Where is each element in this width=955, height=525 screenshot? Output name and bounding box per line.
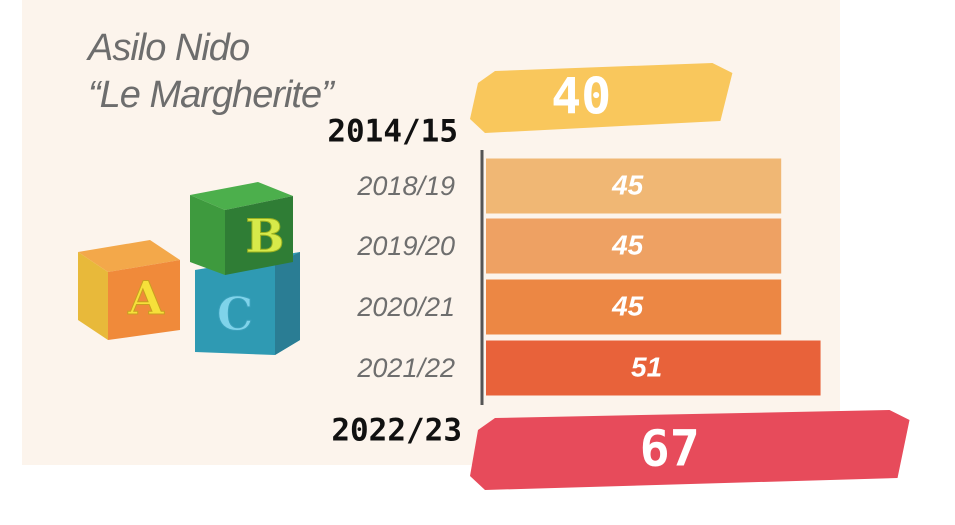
category-label: 2020/21 [356,292,455,322]
category-label: 2019/20 [356,231,455,261]
value-label: 45 [611,229,644,260]
bar [486,340,821,396]
bar [486,279,782,335]
bar-highlight [470,410,910,490]
block-letter: A [127,271,165,325]
bar-highlight [470,63,733,133]
category-label: 2021/22 [356,353,455,383]
value-label: 45 [611,169,644,200]
value-label: 45 [611,290,644,321]
value-label: 51 [631,351,662,382]
block-letter: C [217,287,254,341]
chart-title: Asilo Nido [86,27,249,69]
category-label: 2014/15 [327,114,458,150]
bar [486,218,782,274]
value-label: 40 [551,68,611,126]
block-letter: B [246,209,285,263]
blocks-illustration: A C B [78,182,300,355]
bar [486,158,782,214]
category-label: 2018/19 [356,171,455,201]
category-label: 2022/23 [331,413,462,449]
chart-subtitle: “Le Margherite” [88,74,336,116]
value-label: 67 [640,420,700,478]
